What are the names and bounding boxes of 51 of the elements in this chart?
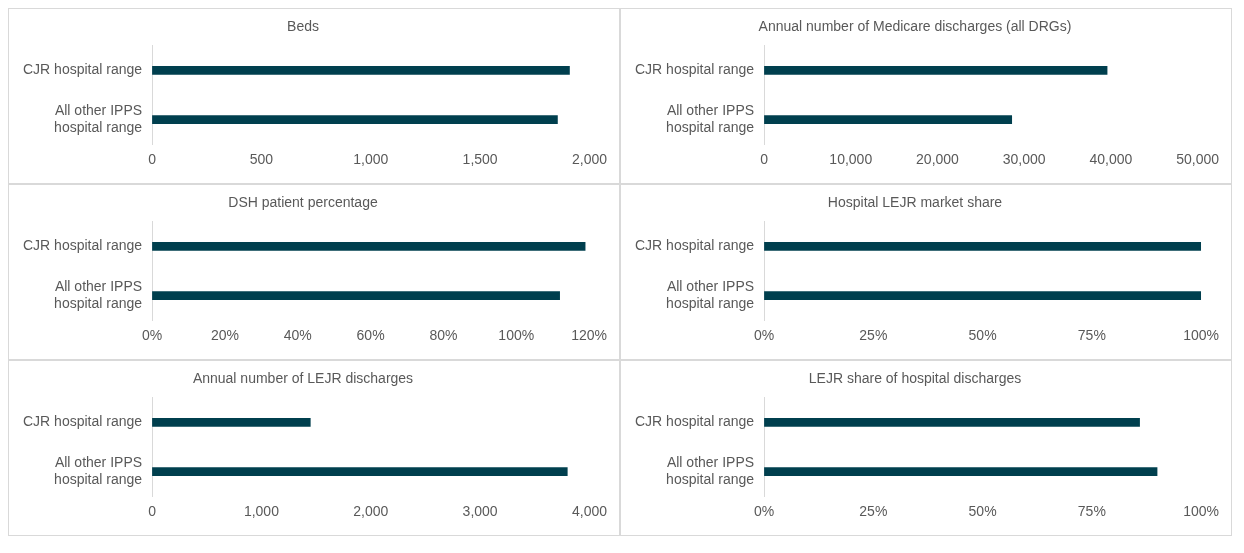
chart-title: LEJR share of hospital discharges <box>808 370 1022 387</box>
y-tick-label: All other IPPS hospital range <box>54 454 143 487</box>
x-tick-label: 30,000 <box>1002 151 1046 168</box>
x-tick-label: 0% <box>753 327 775 344</box>
x-tick-label: 0 <box>148 503 157 520</box>
x-tick-label: 20,000 <box>916 151 960 168</box>
x-tick-label: 75% <box>1077 503 1106 520</box>
x-tick-label: 40,000 <box>1089 151 1133 168</box>
y-tick-label: CJR hospital range <box>635 413 755 430</box>
x-tick-label: 50% <box>968 503 997 520</box>
x-tick-label: 0 <box>148 151 157 168</box>
x-tick-label: 10,000 <box>829 151 873 168</box>
x-tick-label: 1,000 <box>353 151 389 168</box>
x-tick-label: 80% <box>429 327 458 344</box>
x-tick-label: 4,000 <box>571 503 608 520</box>
chart-title: Hospital LEJR market share <box>827 194 1003 211</box>
y-tick-label: All other IPPS hospital range <box>666 454 755 487</box>
y-tick-label: CJR hospital range <box>635 61 755 78</box>
chart-title: DSH patient percentage <box>228 194 378 211</box>
x-tick-label: 20% <box>210 327 239 344</box>
y-tick-label: CJR hospital range <box>23 61 143 78</box>
y-tick-label: All other IPPS hospital range <box>666 278 755 311</box>
x-tick-label: 0% <box>753 503 775 520</box>
x-tick-label: 50% <box>968 327 997 344</box>
y-tick-label: CJR hospital range <box>23 237 143 254</box>
x-tick-label: 100% <box>1183 503 1219 520</box>
y-tick-label: CJR hospital range <box>23 413 143 430</box>
x-tick-label: 3,000 <box>462 503 498 520</box>
x-tick-label: 60% <box>356 327 385 344</box>
x-tick-label: 2,000 <box>571 151 608 168</box>
x-tick-label: 100% <box>1183 327 1219 344</box>
x-tick-label: 75% <box>1077 327 1106 344</box>
x-tick-label: 50,000 <box>1176 151 1220 168</box>
y-tick-label: All other IPPS hospital range <box>54 102 143 135</box>
chart-title: Annual number of Medicare discharges (all DRGs) <box>758 18 1072 35</box>
y-tick-label: CJR hospital range <box>635 237 755 254</box>
x-tick-label: 120% <box>571 327 607 344</box>
x-tick-label: 100% <box>498 327 535 344</box>
y-tick-label: All other IPPS hospital range <box>666 102 755 135</box>
x-tick-label: 25% <box>859 327 888 344</box>
x-tick-label: 40% <box>283 327 312 344</box>
y-tick-label: All other IPPS hospital range <box>54 278 143 311</box>
x-tick-label: 500 <box>249 151 274 168</box>
x-tick-label: 2,000 <box>353 503 389 520</box>
x-tick-label: 0 <box>760 151 769 168</box>
chart-title: Beds <box>287 18 319 35</box>
x-tick-label: 1,000 <box>243 503 280 520</box>
chart-title: Annual number of LEJR discharges <box>192 370 414 387</box>
x-tick-label: 25% <box>859 503 888 520</box>
x-tick-label: 0% <box>141 327 163 344</box>
x-tick-label: 1,500 <box>462 151 498 168</box>
